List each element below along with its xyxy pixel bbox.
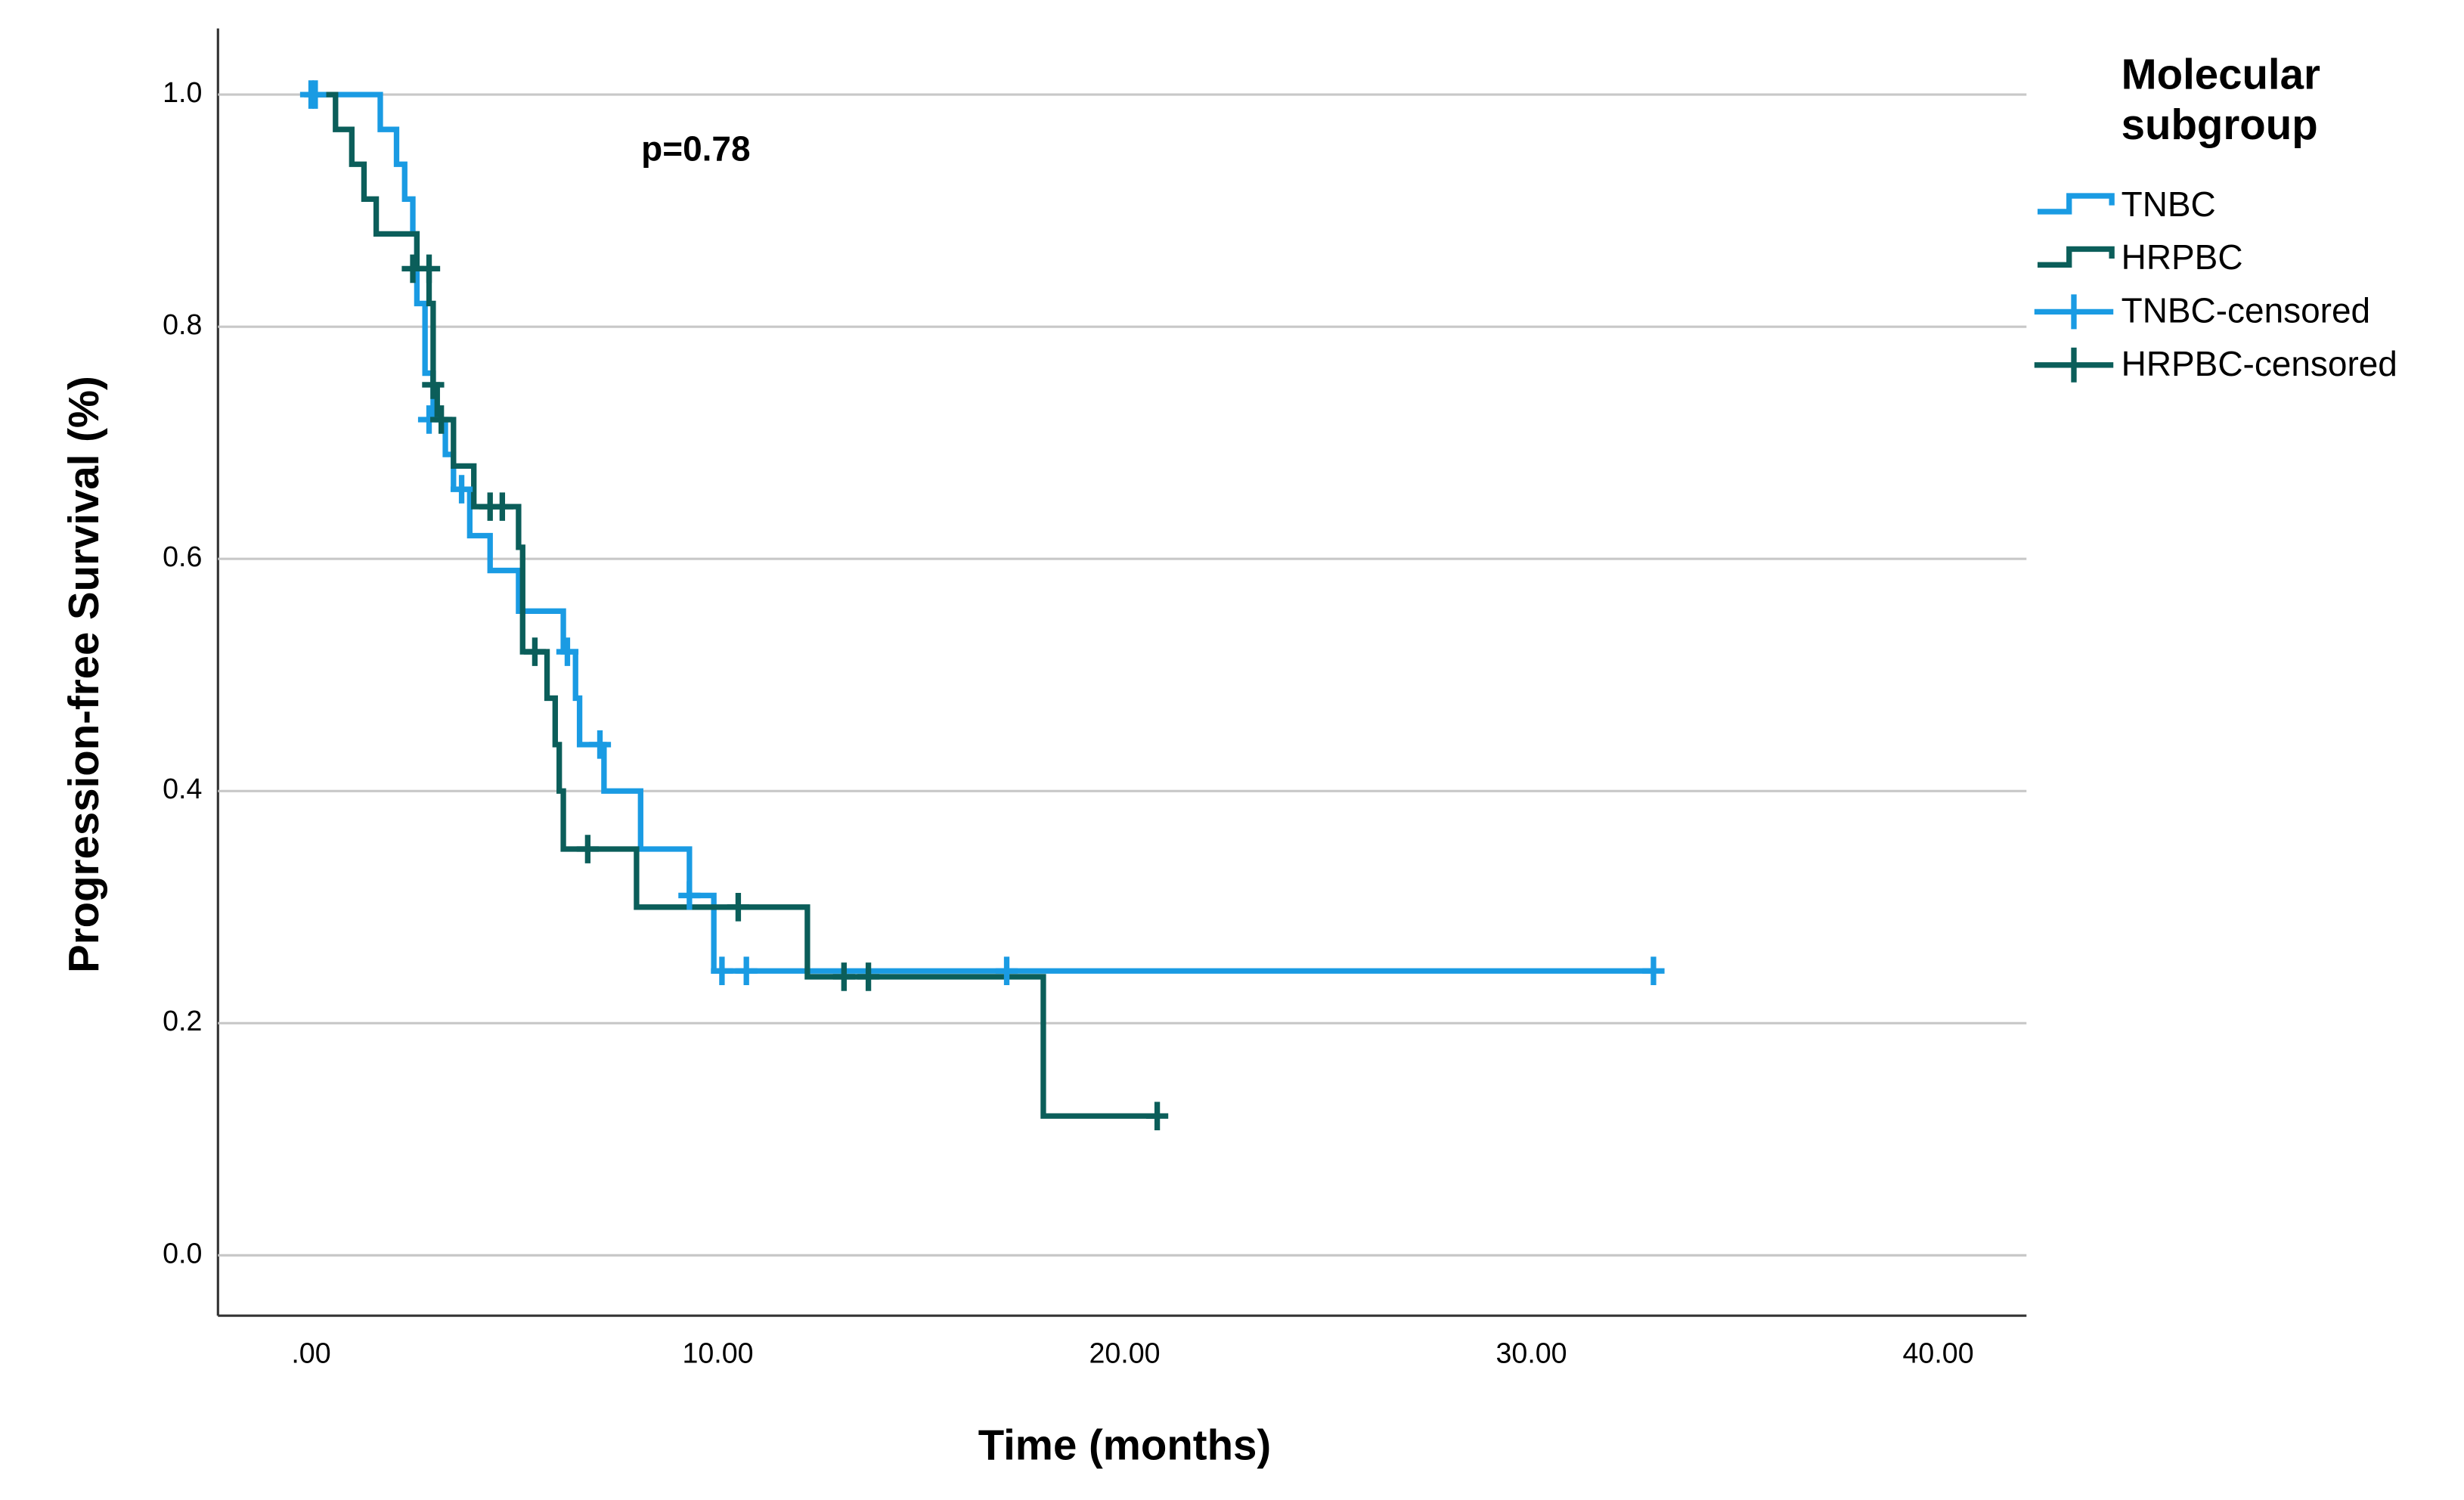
censor-group bbox=[299, 80, 1665, 986]
legend-label: TNBC-censored bbox=[2122, 291, 2370, 330]
x-tick-label: 20.00 bbox=[1089, 1337, 1160, 1368]
censor-mark bbox=[1145, 1102, 1169, 1130]
censor-group bbox=[401, 254, 1169, 1130]
censor-mark bbox=[711, 956, 733, 986]
legend-label: HRPBC bbox=[2122, 237, 2243, 277]
legend-title: Molecular bbox=[2122, 50, 2320, 98]
censor-mark bbox=[430, 405, 453, 434]
annotation: p=0.78 bbox=[641, 129, 750, 169]
y-tick-label: 0.4 bbox=[163, 773, 202, 804]
censor-mark bbox=[995, 956, 1018, 986]
legend-label: HRPBC-censored bbox=[2122, 344, 2397, 383]
legend-swatch bbox=[2037, 246, 2115, 268]
censor-mark bbox=[727, 892, 750, 922]
censor-mark bbox=[304, 80, 327, 109]
x-tick-label: .00 bbox=[291, 1337, 330, 1368]
y-tick-label: 0.2 bbox=[163, 1005, 202, 1037]
x-axis-title: Time (months) bbox=[978, 1421, 1271, 1469]
censor-mark bbox=[857, 962, 880, 991]
censor-mark bbox=[832, 962, 855, 991]
censor-mark bbox=[576, 835, 599, 863]
censor-mark bbox=[491, 492, 513, 521]
censor-mark bbox=[588, 730, 612, 759]
x-tick-label: 10.00 bbox=[682, 1337, 753, 1368]
censor-mark bbox=[735, 956, 758, 986]
x-tick-label: 30.00 bbox=[1496, 1337, 1567, 1368]
censor-mark bbox=[678, 881, 701, 910]
y-tick-label: 0.8 bbox=[163, 308, 202, 340]
legend-title: subgroup bbox=[2122, 101, 2318, 148]
y-tick-label: 0.6 bbox=[163, 541, 202, 572]
y-tick-label: 0.0 bbox=[163, 1237, 202, 1269]
legend-swatch bbox=[2037, 193, 2115, 215]
censor-mark bbox=[1642, 956, 1665, 986]
survival-curve bbox=[311, 91, 1158, 1119]
grid bbox=[218, 93, 2027, 1257]
x-tick-label: 40.00 bbox=[1903, 1337, 1974, 1368]
censor-mark bbox=[523, 637, 547, 666]
legend-label: TNBC bbox=[2122, 184, 2216, 224]
censor-mark bbox=[417, 254, 441, 284]
y-tick-label: 1.0 bbox=[163, 76, 202, 108]
y-axis-title: Progression-free Survival (%) bbox=[60, 376, 107, 973]
censor-mark bbox=[450, 475, 473, 504]
censor-mark bbox=[556, 637, 579, 666]
censor-mark bbox=[422, 370, 445, 399]
survival-curve bbox=[311, 91, 1654, 974]
